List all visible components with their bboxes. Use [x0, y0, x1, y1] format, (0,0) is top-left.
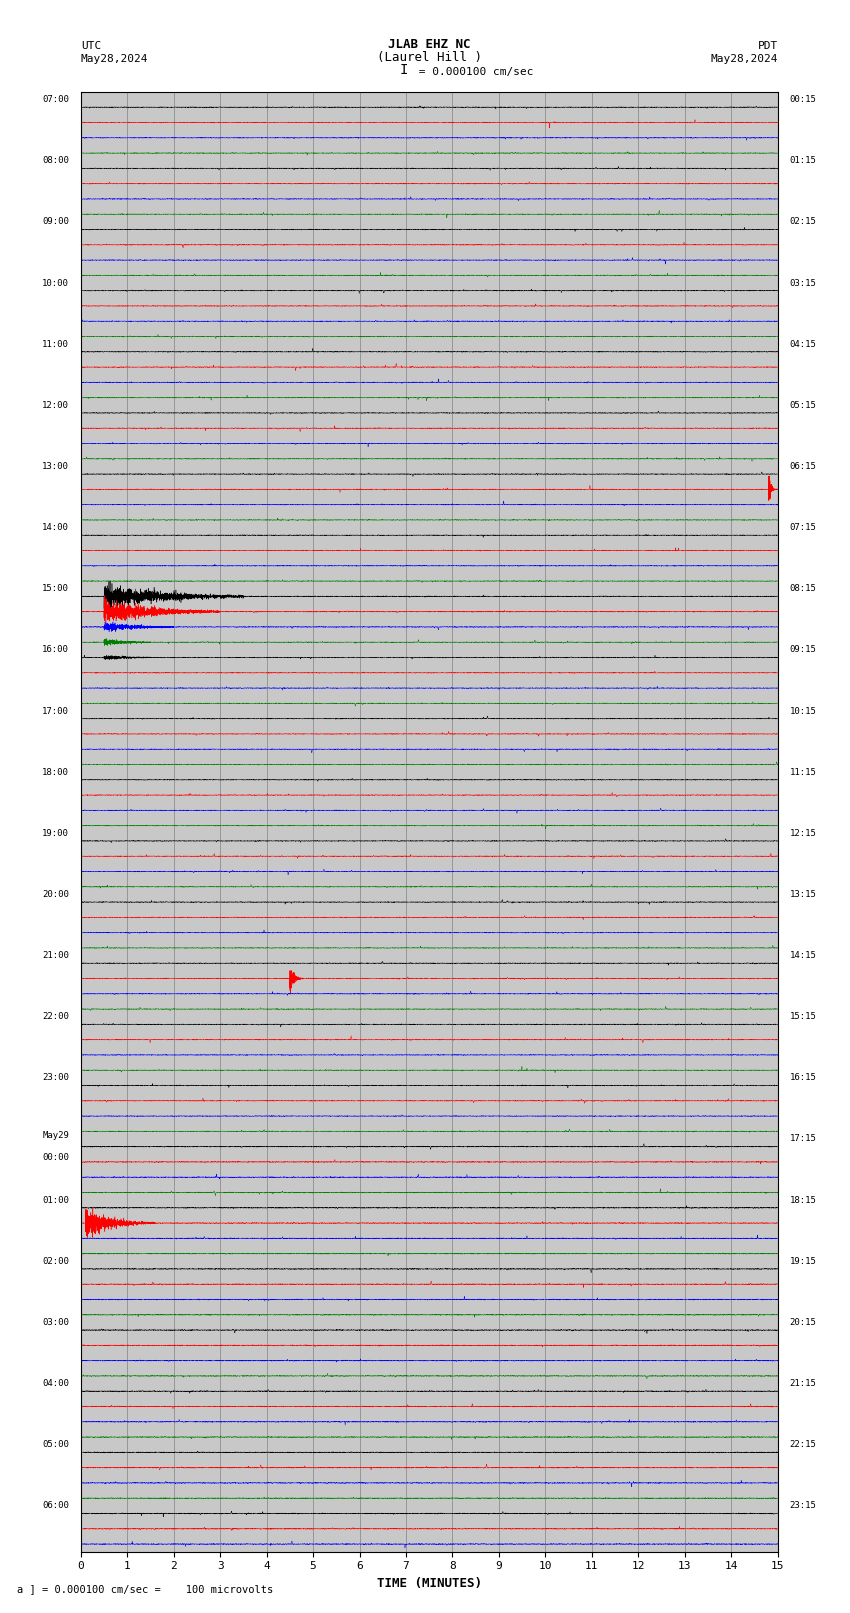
Text: 21:15: 21:15 — [790, 1379, 816, 1389]
Text: 10:00: 10:00 — [42, 279, 69, 287]
Text: 22:15: 22:15 — [790, 1440, 816, 1448]
Text: 19:15: 19:15 — [790, 1257, 816, 1266]
Text: 16:15: 16:15 — [790, 1073, 816, 1082]
Text: UTC: UTC — [81, 40, 101, 50]
X-axis label: TIME (MINUTES): TIME (MINUTES) — [377, 1578, 482, 1590]
Text: = 0.000100 cm/sec: = 0.000100 cm/sec — [412, 68, 534, 77]
Text: 18:00: 18:00 — [42, 768, 69, 776]
Text: PDT: PDT — [757, 40, 778, 50]
Text: 08:00: 08:00 — [42, 156, 69, 165]
Text: 20:00: 20:00 — [42, 890, 69, 898]
Text: 07:00: 07:00 — [42, 95, 69, 105]
Text: 20:15: 20:15 — [790, 1318, 816, 1327]
Text: 00:00: 00:00 — [42, 1153, 69, 1161]
Text: 06:00: 06:00 — [42, 1502, 69, 1510]
Text: 01:15: 01:15 — [790, 156, 816, 165]
Text: 03:15: 03:15 — [790, 279, 816, 287]
Text: 14:00: 14:00 — [42, 523, 69, 532]
Text: 12:00: 12:00 — [42, 400, 69, 410]
Text: 10:15: 10:15 — [790, 706, 816, 716]
Text: 00:15: 00:15 — [790, 95, 816, 105]
Text: 15:15: 15:15 — [790, 1013, 816, 1021]
Text: 13:15: 13:15 — [790, 890, 816, 898]
Text: 09:00: 09:00 — [42, 218, 69, 226]
Text: 02:00: 02:00 — [42, 1257, 69, 1266]
Text: 21:00: 21:00 — [42, 952, 69, 960]
Text: 08:15: 08:15 — [790, 584, 816, 594]
Text: May29: May29 — [42, 1131, 69, 1140]
Text: 14:15: 14:15 — [790, 952, 816, 960]
Text: 11:15: 11:15 — [790, 768, 816, 776]
Text: 06:15: 06:15 — [790, 461, 816, 471]
Text: 05:15: 05:15 — [790, 400, 816, 410]
Text: I: I — [400, 63, 408, 77]
Text: 19:00: 19:00 — [42, 829, 69, 837]
Text: JLAB EHZ NC: JLAB EHZ NC — [388, 37, 471, 50]
Text: 17:00: 17:00 — [42, 706, 69, 716]
Text: a ] = 0.000100 cm/sec =    100 microvolts: a ] = 0.000100 cm/sec = 100 microvolts — [17, 1584, 273, 1594]
Text: 07:15: 07:15 — [790, 523, 816, 532]
Text: 15:00: 15:00 — [42, 584, 69, 594]
Text: 22:00: 22:00 — [42, 1013, 69, 1021]
Text: 13:00: 13:00 — [42, 461, 69, 471]
Text: 17:15: 17:15 — [790, 1134, 816, 1144]
Text: May28,2024: May28,2024 — [81, 53, 148, 65]
Text: 04:15: 04:15 — [790, 340, 816, 348]
Text: 18:15: 18:15 — [790, 1195, 816, 1205]
Text: 11:00: 11:00 — [42, 340, 69, 348]
Text: 04:00: 04:00 — [42, 1379, 69, 1389]
Text: 16:00: 16:00 — [42, 645, 69, 655]
Text: (Laurel Hill ): (Laurel Hill ) — [377, 50, 482, 65]
Text: 23:00: 23:00 — [42, 1073, 69, 1082]
Text: May28,2024: May28,2024 — [711, 53, 778, 65]
Text: 02:15: 02:15 — [790, 218, 816, 226]
Text: 23:15: 23:15 — [790, 1502, 816, 1510]
Text: 03:00: 03:00 — [42, 1318, 69, 1327]
Text: 12:15: 12:15 — [790, 829, 816, 837]
Text: 01:00: 01:00 — [42, 1195, 69, 1205]
Text: 05:00: 05:00 — [42, 1440, 69, 1448]
Text: 09:15: 09:15 — [790, 645, 816, 655]
